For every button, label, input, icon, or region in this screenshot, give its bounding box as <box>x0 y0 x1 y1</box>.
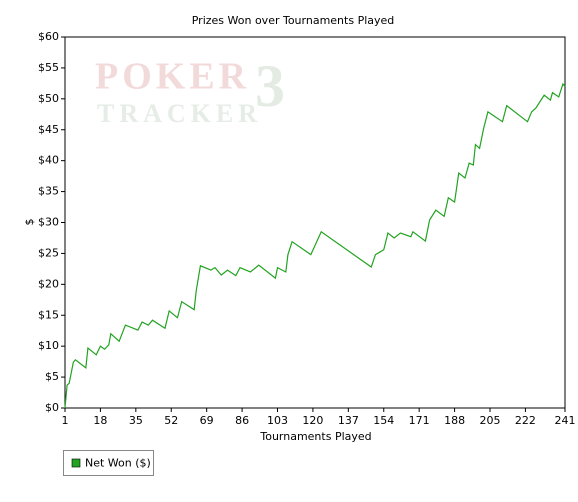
y-tick-label: $20 <box>38 277 59 290</box>
x-axis-title: Tournaments Played <box>259 430 371 443</box>
y-tick-label: $60 <box>38 30 59 43</box>
x-tick-label: 171 <box>409 414 430 427</box>
x-tick-label: 35 <box>129 414 143 427</box>
x-tick-label: 52 <box>164 414 178 427</box>
watermark: TRACKER <box>97 99 262 128</box>
y-tick-label: $0 <box>45 401 59 414</box>
y-tick-label: $30 <box>38 216 59 229</box>
y-tick-label: $15 <box>38 308 59 321</box>
y-tick-label: $35 <box>38 185 59 198</box>
y-tick-label: $25 <box>38 246 59 259</box>
x-tick-label: 222 <box>515 414 536 427</box>
y-axis-title: $ <box>23 219 36 226</box>
data-line <box>64 82 566 409</box>
legend-swatch <box>71 458 81 468</box>
legend-label: Net Won ($) <box>85 457 151 470</box>
x-tick-label: 241 <box>555 414 576 427</box>
x-tick-label: 154 <box>373 414 394 427</box>
x-tick-label: 120 <box>302 414 323 427</box>
x-tick-label: 1 <box>62 414 69 427</box>
y-tick-label: $50 <box>38 92 59 105</box>
watermark: POKER <box>95 56 250 98</box>
x-tick-label: 205 <box>480 414 501 427</box>
x-tick-label: 86 <box>235 414 249 427</box>
x-tick-label: 103 <box>267 414 288 427</box>
x-tick-label: 137 <box>338 414 359 427</box>
y-tick-label: $55 <box>38 61 59 74</box>
x-tick-label: 188 <box>444 414 465 427</box>
y-tick-label: $10 <box>38 339 59 352</box>
x-tick-label: 18 <box>93 414 107 427</box>
x-tick-label: 69 <box>200 414 214 427</box>
chart-title: Prizes Won over Tournaments Played <box>192 14 395 27</box>
y-tick-label: $45 <box>38 123 59 136</box>
y-tick-label: $40 <box>38 154 59 167</box>
watermark: 3 <box>255 53 285 119</box>
y-tick-label: $5 <box>45 370 59 383</box>
